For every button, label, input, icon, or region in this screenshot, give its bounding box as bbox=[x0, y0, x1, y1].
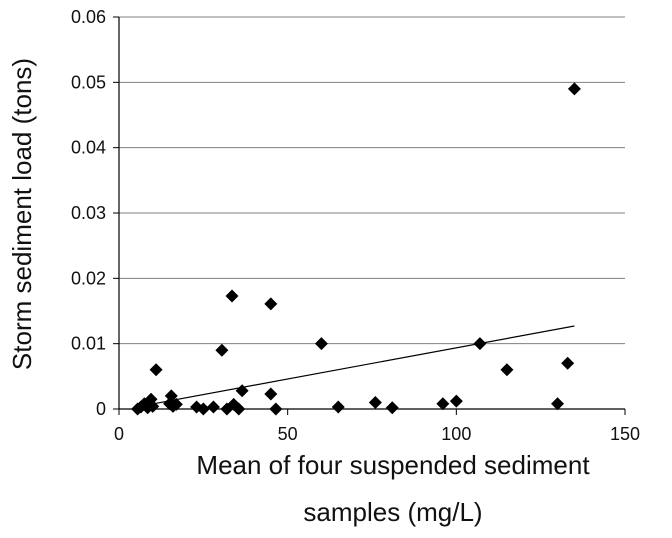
data-point bbox=[264, 387, 278, 401]
data-point bbox=[215, 343, 229, 357]
data-point bbox=[235, 384, 249, 398]
data-point bbox=[149, 363, 163, 377]
data-point bbox=[164, 389, 178, 403]
x-tick-label: 50 bbox=[278, 424, 298, 444]
data-point bbox=[500, 363, 514, 377]
x-tick-label: 0 bbox=[114, 424, 124, 444]
y-axis-title: Storm sediment load (tons) bbox=[7, 58, 37, 370]
y-tick-label: 0.01 bbox=[71, 334, 106, 354]
data-point bbox=[567, 82, 581, 96]
data-point bbox=[368, 395, 382, 409]
y-tick-label: 0.04 bbox=[71, 138, 106, 158]
data-point bbox=[449, 394, 463, 408]
data-point bbox=[561, 356, 575, 370]
y-tick-label: 0.02 bbox=[71, 268, 106, 288]
y-tick-label: 0.03 bbox=[71, 203, 106, 223]
data-point bbox=[269, 402, 283, 416]
data-point bbox=[385, 401, 399, 415]
y-tick-labels: 0 0.01 0.02 0.03 0.04 0.05 0.06 bbox=[71, 7, 106, 419]
data-point bbox=[551, 397, 565, 411]
x-tick-label: 100 bbox=[441, 424, 471, 444]
y-tick-label: 0 bbox=[96, 399, 106, 419]
data-point bbox=[196, 402, 210, 416]
data-point bbox=[473, 337, 487, 351]
data-point bbox=[232, 402, 246, 416]
trendline-group bbox=[135, 325, 575, 408]
y-tick-label: 0.06 bbox=[71, 7, 106, 27]
trendline bbox=[135, 325, 575, 408]
axes bbox=[113, 16, 626, 415]
x-axis-title-line-2: samples (mg/L) bbox=[303, 497, 482, 527]
x-axis-title-line-1: Mean of four suspended sediment bbox=[196, 450, 590, 480]
gridlines bbox=[119, 16, 625, 345]
data-point bbox=[331, 400, 345, 414]
data-point bbox=[314, 337, 328, 351]
data-point bbox=[206, 400, 220, 414]
data-point bbox=[225, 289, 239, 303]
y-tick-label: 0.05 bbox=[71, 72, 106, 92]
x-tick-labels: 0 50 100 150 bbox=[114, 424, 640, 444]
data-points bbox=[131, 82, 581, 416]
data-point bbox=[146, 399, 160, 413]
data-point bbox=[169, 397, 183, 411]
data-point bbox=[264, 297, 278, 311]
axis-titles: Storm sediment load (tons) Mean of four … bbox=[7, 58, 590, 527]
data-point bbox=[436, 397, 450, 411]
x-tick-label: 150 bbox=[610, 424, 640, 444]
